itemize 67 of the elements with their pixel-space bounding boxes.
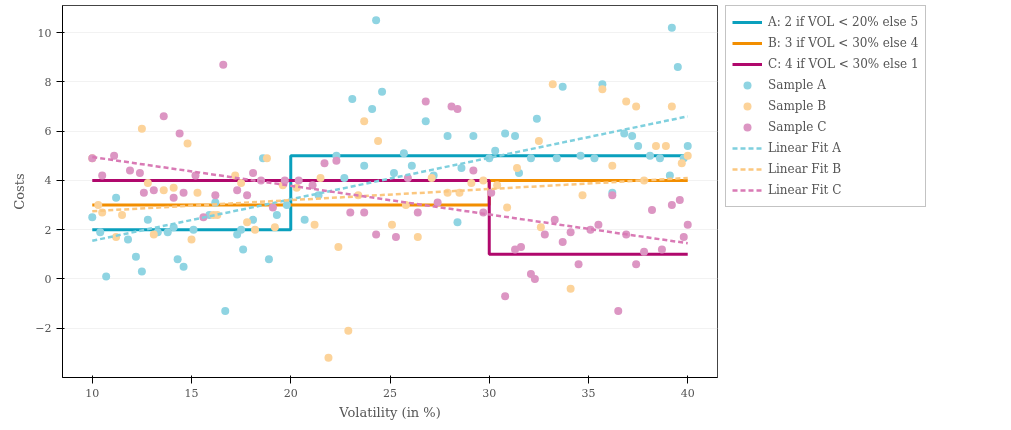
point: [651, 141, 660, 150]
point: [243, 218, 252, 227]
point: [193, 188, 202, 197]
legend-label: B: 3 if VOL < 30% else 4: [768, 36, 919, 50]
point: [262, 154, 271, 163]
point: [513, 164, 522, 173]
legend-label: Sample C: [768, 120, 827, 134]
legend-label: C: 4 if VOL < 30% else 1: [768, 57, 919, 71]
point: [374, 137, 383, 145]
point: [324, 353, 333, 362]
point: [344, 326, 353, 335]
legend-label: Sample A: [768, 78, 826, 92]
point: [137, 124, 146, 133]
point: [94, 201, 103, 210]
x-tick-label: 30: [482, 386, 497, 400]
point: [548, 80, 557, 89]
point: [598, 85, 607, 94]
point: [387, 220, 396, 229]
point: [578, 191, 587, 200]
x-tick-label: 20: [283, 386, 298, 400]
point: [270, 223, 279, 232]
point: [683, 151, 692, 160]
point: [316, 173, 325, 182]
point: [251, 225, 260, 234]
x-tick-label: 10: [85, 386, 100, 400]
legend-label: Linear Fit C: [768, 183, 842, 197]
x-tick-label: 25: [383, 386, 397, 400]
point: [661, 141, 670, 150]
point: [667, 102, 676, 111]
point: [467, 178, 476, 187]
point: [360, 117, 369, 126]
legend-label: Linear Fit B: [768, 162, 841, 176]
point: [183, 139, 192, 148]
x-tick-label: 15: [184, 386, 199, 400]
point: [503, 203, 512, 212]
point: [149, 230, 158, 239]
legend-label: A: 2 if VOL < 20% else 5: [768, 15, 919, 29]
point: [534, 137, 543, 145]
y-tick-label: −2: [35, 322, 52, 336]
point: [310, 220, 319, 229]
point: [118, 210, 127, 219]
x-tick-label: 40: [680, 386, 695, 400]
x-tick-label: 35: [581, 386, 596, 400]
legend-label: Sample B: [768, 99, 827, 113]
point: [169, 183, 178, 192]
point: [566, 284, 575, 293]
y-tick-label: 6: [44, 125, 52, 139]
point: [608, 161, 617, 170]
y-tick-label: 2: [44, 223, 52, 237]
point: [677, 159, 686, 168]
y-tick-label: 0: [44, 272, 52, 286]
point: [159, 186, 168, 195]
point: [334, 242, 343, 251]
y-tick-label: 8: [44, 75, 52, 89]
point: [479, 176, 488, 185]
point: [632, 102, 641, 111]
legend-label: Linear Fit A: [768, 141, 841, 155]
y-axis-title: Costs: [12, 173, 28, 210]
point: [413, 233, 422, 242]
point: [143, 178, 152, 187]
point: [536, 223, 545, 232]
point: [622, 97, 631, 106]
point: [237, 178, 246, 187]
y-tick-label: 4: [44, 174, 52, 188]
point: [187, 235, 196, 244]
y-tick-label: 10: [37, 26, 52, 40]
x-axis-title: Volatility (in %): [338, 404, 441, 420]
